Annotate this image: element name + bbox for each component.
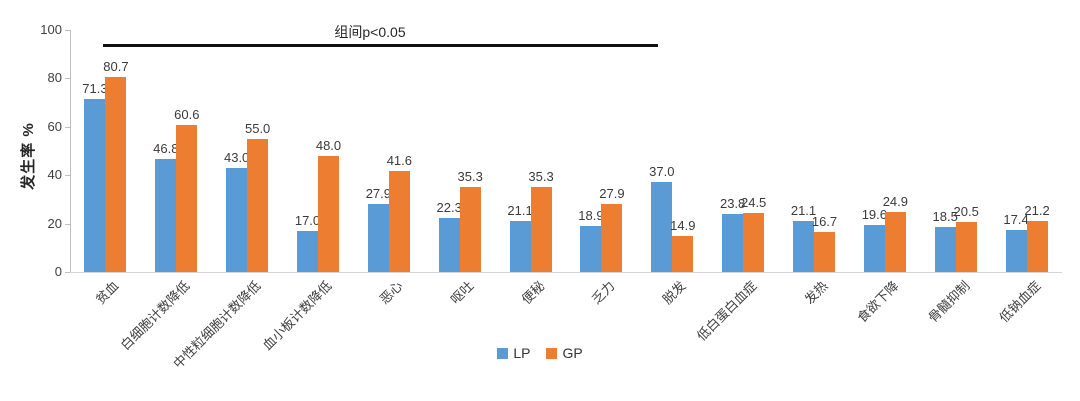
value-label-gp-13: 21.2 <box>1024 202 1050 218</box>
category-label-8: 脱发 <box>659 278 689 308</box>
y-axis-line <box>70 30 71 272</box>
value-label-lp-11: 19.6 <box>861 206 887 222</box>
legend: LP GP <box>440 345 640 361</box>
value-label-gp-10: 16.7 <box>811 213 838 229</box>
x-axis-line <box>70 272 1062 273</box>
legend-item-gp: GP <box>546 345 583 361</box>
legend-label-lp: LP <box>513 345 531 361</box>
value-label-lp-9: 23.8 <box>719 196 746 212</box>
y-axis-tick <box>65 223 70 225</box>
bar-lp-3 <box>297 230 318 272</box>
bar-gp-6 <box>530 186 552 272</box>
bar-lp-9 <box>722 214 744 272</box>
value-label-gp-7: 27.9 <box>599 186 625 202</box>
category-label-13: 低钠血症 <box>995 278 1044 326</box>
value-label-lp-1: 46.8 <box>153 140 179 156</box>
category-label-12: 骨髓抑制 <box>924 278 973 326</box>
category-label-9: 低白蛋白血症 <box>693 278 760 344</box>
y-axis-title: 发生率 % <box>20 122 37 190</box>
bar-gp-7 <box>601 204 623 272</box>
bar-lp-11 <box>863 224 885 272</box>
value-label-gp-0: 80.7 <box>103 58 129 74</box>
legend-item-lp: LP <box>497 345 530 361</box>
category-label-5: 呕吐 <box>447 278 477 308</box>
bar-gp-12 <box>955 222 977 272</box>
bar-lp-0 <box>84 99 106 272</box>
bar-lp-12 <box>934 227 956 272</box>
significance-annotation: 组间p<0.05 <box>334 24 406 40</box>
value-label-gp-6: 35.3 <box>528 168 554 184</box>
value-label-lp-2: 43.0 <box>223 149 250 165</box>
y-tick-label: 0 <box>54 264 62 279</box>
bar-lp-4 <box>367 204 389 272</box>
value-label-lp-13: 17.4 <box>1003 211 1029 227</box>
y-tick-label: 80 <box>47 70 62 86</box>
y-axis-tick <box>65 272 70 273</box>
value-label-gp-4: 41.6 <box>386 153 412 169</box>
category-label-0: 贫血 <box>93 278 123 308</box>
bar-lp-6 <box>509 220 531 272</box>
bar-lp-8 <box>651 182 673 272</box>
value-label-lp-12: 18.5 <box>932 209 958 225</box>
value-label-gp-2: 55.0 <box>244 120 271 136</box>
bar-gp-5 <box>459 186 481 272</box>
bar-lp-7 <box>580 226 602 272</box>
bar-gp-4 <box>388 171 410 272</box>
significance-line <box>103 44 658 47</box>
bar-gp-8 <box>672 235 694 272</box>
gp-color-swatch <box>546 347 558 359</box>
value-label-gp-9: 24.5 <box>740 194 767 210</box>
value-label-lp-7: 18.9 <box>578 208 604 224</box>
value-label-gp-5: 35.3 <box>457 168 483 184</box>
bar-gp-1 <box>176 125 198 272</box>
bar-gp-0 <box>105 76 127 272</box>
category-label-7: 乏力 <box>589 278 619 308</box>
y-axis-tick <box>65 30 70 31</box>
value-label-gp-12: 20.5 <box>953 204 979 220</box>
value-label-lp-4: 27.9 <box>365 186 391 202</box>
y-axis-tick <box>65 78 70 80</box>
category-label-6: 便秘 <box>518 278 548 308</box>
bar-gp-13 <box>1026 220 1048 272</box>
value-label-lp-10: 21.1 <box>790 202 817 218</box>
value-label-lp-0: 71.3 <box>82 81 108 97</box>
category-label-11: 食欲下降 <box>854 278 902 326</box>
value-label-gp-3: 48.0 <box>315 137 342 153</box>
bar-lp-10 <box>793 220 814 272</box>
y-tick-label: 100 <box>40 22 62 37</box>
category-label-1: 白细胞计数降低 <box>117 278 193 353</box>
value-label-lp-5: 22.3 <box>436 200 462 216</box>
value-label-gp-1: 60.6 <box>174 107 200 123</box>
bar-gp-11 <box>884 211 906 272</box>
y-axis-tick <box>65 175 70 177</box>
legend-label-gp: GP <box>562 345 583 361</box>
bar-gp-2 <box>247 138 269 272</box>
category-label-4: 恶心 <box>376 278 406 308</box>
bar-lp-1 <box>155 158 177 272</box>
bar-gp-9 <box>743 212 765 272</box>
value-label-gp-11: 24.9 <box>882 193 908 209</box>
value-label-lp-8: 37.0 <box>649 164 675 180</box>
bar-lp-5 <box>438 218 460 272</box>
bar-lp-13 <box>1005 229 1027 272</box>
bar-gp-3 <box>318 155 339 272</box>
y-tick-label: 20 <box>47 215 62 231</box>
lp-color-swatch <box>497 347 509 359</box>
y-axis-tick <box>65 126 70 128</box>
value-label-gp-8: 14.9 <box>670 217 696 233</box>
bar-gp-10 <box>814 231 835 272</box>
y-tick-label: 60 <box>47 118 62 134</box>
value-label-lp-3: 17.0 <box>294 212 321 228</box>
category-label-3: 血小板计数降低 <box>259 278 335 353</box>
category-label-10: 发热 <box>801 278 831 308</box>
value-label-lp-6: 21.1 <box>507 202 533 218</box>
y-tick-label: 40 <box>47 167 62 183</box>
bar-lp-2 <box>226 167 248 272</box>
